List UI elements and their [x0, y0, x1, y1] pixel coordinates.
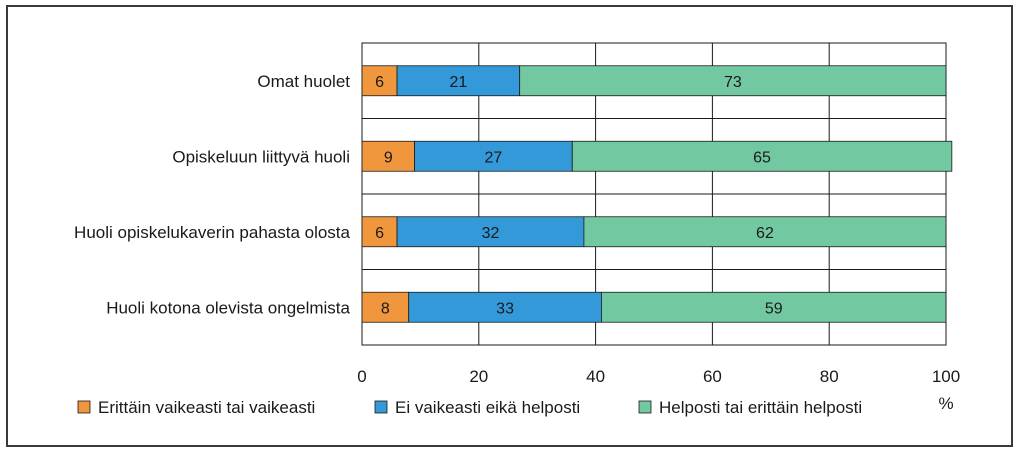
- bar-segment: [361, 291, 410, 323]
- bar-segment: [396, 65, 521, 97]
- bar-segment: [396, 216, 585, 248]
- bar-segment: [601, 291, 947, 323]
- category-label: Omat huolet: [257, 72, 350, 91]
- data-label: 33: [496, 300, 514, 317]
- x-tick-label: 80: [820, 367, 839, 386]
- x-axis-unit: %: [938, 394, 953, 413]
- x-tick-label: 40: [586, 367, 605, 386]
- data-label: 62: [756, 225, 774, 242]
- x-tick-label: 60: [703, 367, 722, 386]
- x-tick-label: 20: [469, 367, 488, 386]
- legend-swatch: [374, 400, 388, 414]
- category-label: Opiskeluun liittyvä huoli: [172, 147, 350, 166]
- data-label: 6: [375, 225, 384, 242]
- bar-segment: [361, 216, 398, 248]
- data-label: 27: [485, 149, 503, 166]
- category-label: Huoli kotona olevista ongelmista: [106, 298, 350, 317]
- x-tick-label: 0: [357, 367, 366, 386]
- data-label: 65: [753, 149, 771, 166]
- legend-swatch: [77, 400, 91, 414]
- data-label: 73: [724, 74, 742, 91]
- x-tick-label: 100: [932, 367, 960, 386]
- data-label: 32: [482, 225, 500, 242]
- bar-segment: [408, 291, 602, 323]
- bar-segment: [414, 140, 573, 172]
- bar-segment: [583, 216, 947, 248]
- legend-label: Helposti tai erittäin helposti: [659, 398, 862, 417]
- bar-segment: [571, 140, 953, 172]
- category-label: Huoli opiskelukaverin pahasta olosta: [74, 223, 350, 242]
- legend-swatch: [638, 400, 652, 414]
- data-label: 8: [381, 300, 390, 317]
- legend-label: Ei vaikeasti eikä helposti: [395, 398, 580, 417]
- bar-segment: [361, 140, 415, 172]
- legend-label: Erittäin vaikeasti tai vaikeasti: [98, 398, 315, 417]
- data-label: 6: [375, 74, 384, 91]
- bar-segment: [519, 65, 947, 97]
- data-label: 9: [384, 149, 393, 166]
- data-label: 21: [449, 74, 467, 91]
- data-label: 59: [765, 300, 783, 317]
